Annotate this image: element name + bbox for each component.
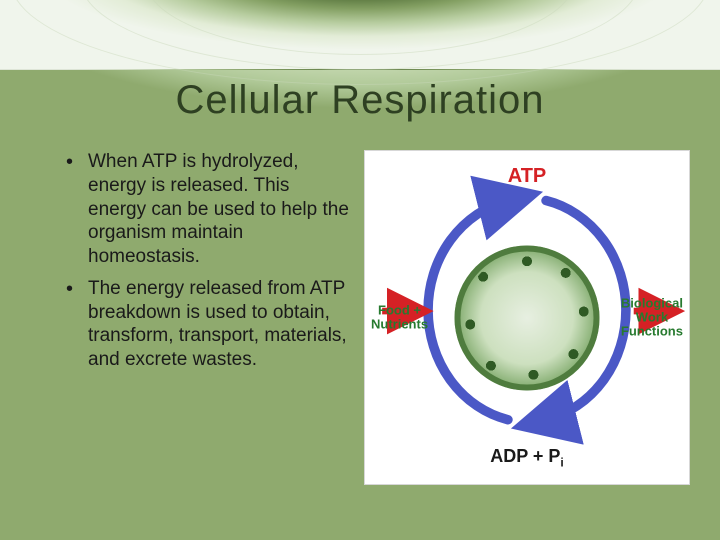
label-work-l1: Biological bbox=[621, 295, 683, 310]
slide: Cellular Respiration When ATP is hydroly… bbox=[0, 0, 720, 540]
label-adp-text: ADP + P bbox=[490, 446, 560, 466]
cell-icon bbox=[455, 245, 600, 390]
label-adp-sub: i bbox=[560, 456, 563, 470]
list-item: The energy released from ATP breakdown i… bbox=[60, 277, 350, 372]
decor-ring-icon bbox=[10, 0, 710, 85]
label-atp: ATP bbox=[508, 165, 547, 187]
label-work: Biological Work Functions bbox=[621, 296, 683, 339]
list-item: When ATP is hydrolyzed, energy is releas… bbox=[60, 150, 350, 269]
cell-organelles-icon bbox=[463, 253, 592, 382]
page-title: Cellular Respiration bbox=[0, 78, 720, 123]
label-work-l3: Functions bbox=[621, 324, 683, 339]
atp-cycle-figure: ATP ADP + Pi Food + Nutrients Biological… bbox=[364, 150, 690, 485]
bullet-text: The energy released from ATP breakdown i… bbox=[88, 278, 347, 370]
label-food: Food + Nutrients bbox=[371, 303, 428, 332]
bullet-list: When ATP is hydrolyzed, energy is releas… bbox=[60, 150, 350, 510]
content-row: When ATP is hydrolyzed, energy is releas… bbox=[60, 150, 690, 510]
label-work-l2: Work bbox=[636, 309, 668, 324]
bullet-text: When ATP is hydrolyzed, energy is releas… bbox=[88, 151, 349, 267]
label-adp: ADP + Pi bbox=[490, 447, 564, 470]
label-food-l1: Food + bbox=[378, 302, 421, 317]
label-food-l2: Nutrients bbox=[371, 317, 428, 332]
